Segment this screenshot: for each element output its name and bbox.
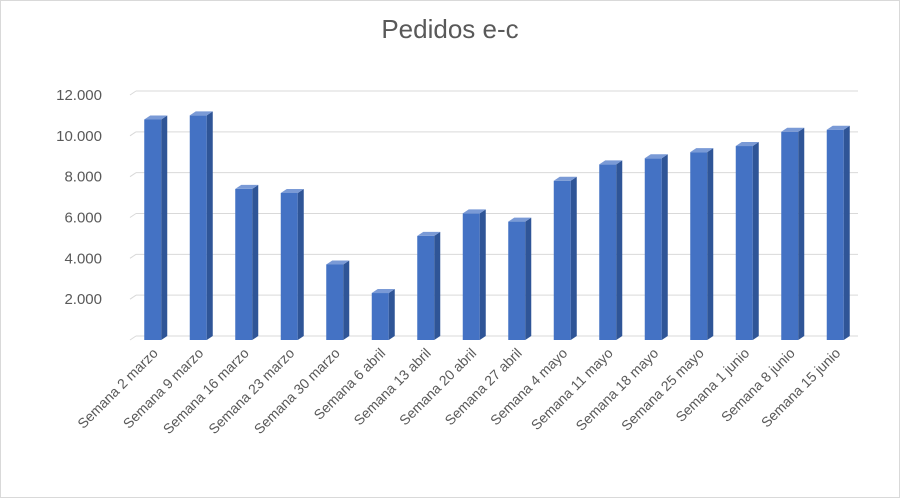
x-category-label: Semana 18 mayo: [572, 345, 661, 434]
bar-top: [189, 111, 213, 116]
bar-side: [707, 148, 714, 340]
x-category-label: Semana 20 abril: [396, 345, 479, 428]
bar: [189, 115, 207, 341]
y-tick-label: 12.000: [56, 87, 102, 104]
bar-top: [280, 189, 304, 193]
bar-top: [644, 154, 668, 159]
bar-top: [690, 148, 714, 153]
bar: [144, 119, 162, 340]
bar-top: [417, 231, 441, 236]
bar-side: [616, 160, 623, 340]
y-tick-label: 2.000: [64, 291, 102, 308]
bar-top: [599, 160, 623, 165]
bar: [417, 235, 435, 340]
gridline-edge: [129, 253, 137, 259]
y-tick-label: 10.000: [56, 128, 102, 145]
chart-title: Pedidos e-c: [381, 14, 519, 44]
bar-side: [525, 217, 532, 340]
x-category-label: Semana 15 junio: [758, 345, 844, 431]
bar-side: [798, 127, 805, 340]
gridline-edge: [129, 131, 137, 137]
x-category-label: Semana 2 marzo: [74, 345, 161, 432]
bar: [781, 131, 799, 340]
bar-top: [781, 127, 805, 132]
bar-side: [661, 154, 668, 340]
bar-side: [343, 260, 350, 340]
gridline-edge: [129, 335, 137, 341]
bar-top: [462, 209, 486, 214]
bar-side: [434, 231, 441, 340]
x-category-label: Semana 27 abril: [441, 345, 524, 428]
bar: [235, 188, 253, 340]
bar-top: [508, 217, 532, 222]
bar-top: [735, 142, 759, 147]
y-tick-label: 6.000: [64, 210, 102, 227]
x-category-label: Semana 25 mayo: [618, 345, 707, 434]
bar-side: [479, 209, 486, 340]
x-category-label: Semana 4 mayo: [487, 345, 571, 429]
bar: [326, 264, 344, 340]
bar-top: [326, 260, 350, 265]
gridline-edge: [129, 294, 137, 300]
x-category-label: Semana 9 marzo: [120, 345, 207, 432]
bar-side: [252, 184, 259, 340]
bar-side: [206, 111, 213, 341]
bar-side: [388, 289, 395, 340]
x-category-label: Semana 30 marzo: [251, 345, 343, 437]
y-tick-label: 8.000: [64, 169, 102, 186]
bar-top: [553, 176, 577, 181]
bar-top: [371, 289, 395, 294]
bar: [280, 193, 298, 340]
x-category-label: Semana 11 mayo: [528, 345, 616, 433]
bar: [462, 213, 480, 340]
bar: [826, 129, 844, 340]
bar-side: [161, 115, 168, 340]
bar-side: [752, 142, 759, 340]
gridline-edge: [129, 172, 137, 178]
x-category-label: Semana 16 marzo: [160, 345, 252, 437]
gridline-edge: [129, 213, 137, 218]
bar: [644, 158, 662, 340]
bar: [599, 164, 617, 340]
bar: [371, 293, 389, 340]
bar-side: [297, 189, 304, 340]
x-category-label: Semana 23 marzo: [205, 345, 297, 437]
bar: [553, 180, 571, 340]
bar: [735, 146, 753, 340]
bar-top: [235, 184, 259, 189]
gridline-edge: [129, 90, 137, 96]
bar-top: [826, 125, 850, 130]
bar: [508, 221, 526, 340]
y-tick-label: 4.000: [64, 250, 102, 267]
x-category-label: Semana 13 abril: [350, 345, 433, 428]
bar: [690, 152, 708, 340]
bar-side: [570, 176, 577, 340]
bar-top: [144, 115, 168, 120]
bar-side: [843, 125, 850, 340]
